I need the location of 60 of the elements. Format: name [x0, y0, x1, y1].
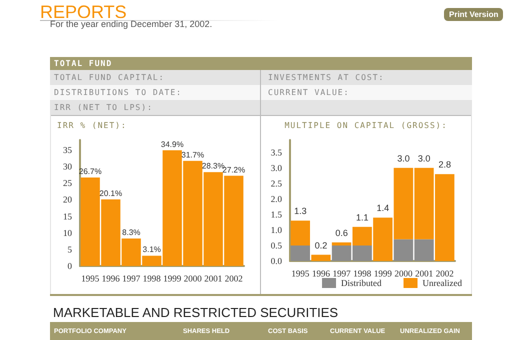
y-tick-label: 0.5 [270, 240, 282, 250]
y-tick-label: 1.5 [270, 209, 282, 220]
y-tick-label: 1.0 [270, 224, 282, 235]
total-label: 1.3 [294, 206, 307, 216]
chart-title: IRR % (NET): [56, 121, 128, 130]
data-label: 3.1% [142, 245, 161, 254]
x-tick-label: 1999 [163, 274, 182, 284]
x-tick-label: 1997 [122, 274, 141, 284]
x-tick-label: 1995 [291, 268, 310, 278]
y-tick-label: 30 [63, 162, 72, 172]
y-tick-label: 20 [63, 194, 72, 205]
bar [290, 220, 310, 246]
total-label: 0.6 [335, 228, 348, 238]
x-tick-label: 2001 [204, 274, 222, 284]
chart-title: MULTIPLE ON CAPITAL (GROSS): [284, 121, 448, 130]
total-label: 3.0 [418, 153, 430, 164]
bar [290, 245, 310, 261]
x-tick-label: 1997 [332, 268, 352, 278]
text: CURRENT VALUE: [268, 88, 350, 97]
x-tick-label: 2000 [394, 268, 413, 278]
data-label: 8.3% [122, 228, 140, 237]
y-tick-label: 35 [63, 144, 72, 155]
total-label: 0.2 [314, 240, 328, 250]
y-tick-label: 2.0 [270, 194, 282, 204]
y-tick-label: 0 [68, 261, 72, 271]
text: Print Version [444, 8, 504, 21]
text: TOTAL FUND [54, 59, 112, 68]
data-label: 34.9% [160, 140, 184, 149]
x-tick-label: 1996 [312, 268, 330, 278]
y-tick-label: 15 [63, 211, 72, 222]
total-label: 1.1 [356, 212, 368, 222]
x-tick-label: 2001 [415, 268, 434, 278]
text: INVESTMENTS AT COST: [268, 73, 384, 82]
x-tick-label: 1996 [102, 274, 120, 284]
text: TOTAL FUND CAPITAL: [54, 73, 165, 82]
y-tick-label: 3.0 [270, 162, 282, 173]
legend-label: Unrealized [422, 278, 462, 288]
x-tick-label: 1998 [142, 274, 162, 284]
text: IRR (NET TO LPS): [54, 103, 153, 112]
y-tick-label: 5 [68, 244, 72, 254]
total-label: 2.8 [438, 160, 451, 170]
y-tick-label: 25 [63, 178, 72, 188]
x-tick-label: 2000 [184, 274, 202, 284]
total-label: 3.0 [397, 153, 410, 164]
bar [311, 254, 331, 261]
x-tick-label: 2002 [436, 268, 454, 278]
y-tick-label: 10 [63, 228, 72, 238]
y-tick-label: 0.0 [270, 256, 282, 266]
text: REPORTS [40, 2, 127, 22]
total-label: 1.4 [376, 203, 390, 214]
y-tick-label: 3.5 [270, 147, 282, 158]
x-tick-label: 1999 [374, 268, 392, 278]
x-tick-label: 2002 [224, 274, 243, 284]
y-tick-label: 2.5 [270, 178, 282, 188]
x-tick-label: 1998 [353, 268, 372, 278]
text: For the year ending December 31, 2002. [50, 19, 212, 29]
text: DISTRIBUTIONS TO DATE: [54, 88, 182, 97]
x-tick-label: 1995 [81, 274, 100, 284]
text: MARKETABLE AND RESTRICTED SECURITIES [53, 305, 338, 320]
legend-label: Distributed [341, 278, 382, 288]
